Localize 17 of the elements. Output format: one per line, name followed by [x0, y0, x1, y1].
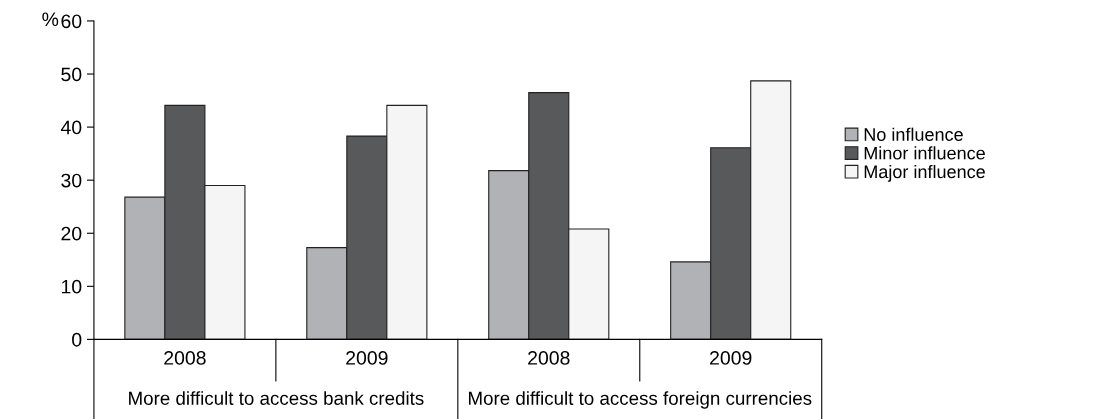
y-tick-label: 40: [60, 120, 82, 135]
legend-label: No influence: [864, 127, 963, 141]
legend-label: Minor influence: [864, 146, 985, 160]
x-tick-label: 2008: [164, 351, 206, 365]
legend-label: Major influence: [864, 164, 985, 182]
y-tick-label: 10: [61, 279, 82, 294]
x-tick-label: 2008: [528, 351, 570, 365]
x-tick-label: 2009: [710, 351, 752, 365]
y-tick-label: 30: [61, 173, 82, 188]
y-tick-label: 50: [61, 67, 82, 82]
y-tick-label: 0: [72, 332, 82, 347]
x-tick-label: 2009: [346, 351, 388, 365]
text: More difficult to access foreign currencies: [468, 391, 812, 409]
text: More difficult to access bank credits: [129, 391, 424, 405]
y-axis-title: %: [42, 12, 59, 27]
y-tick-label: 60: [61, 14, 82, 29]
y-tick-label: 20: [61, 226, 82, 241]
